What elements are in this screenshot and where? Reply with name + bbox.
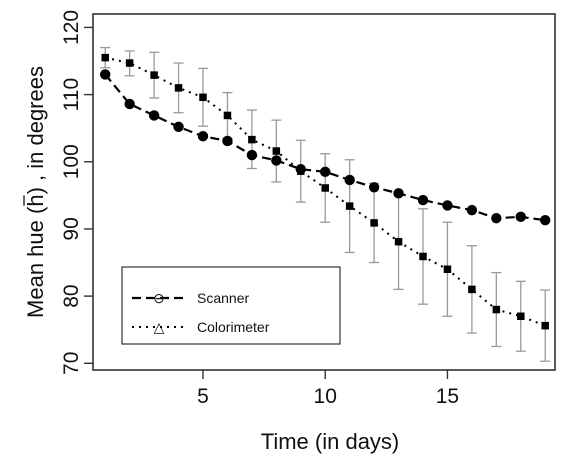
scanner-point <box>197 131 209 142</box>
colorimeter-point <box>272 147 281 155</box>
scanner-point <box>344 174 355 186</box>
colorimeter-point <box>223 111 232 120</box>
scanner-point <box>540 215 551 226</box>
legend: ⊖ Scanner △ Colorimeter <box>121 266 341 345</box>
colorimeter-point <box>297 167 305 175</box>
scanner-point <box>124 98 135 110</box>
y-axis-title-end: ) , in degrees <box>23 66 48 194</box>
legend-scanner-label: Scanner <box>197 290 249 306</box>
colorimeter-point <box>174 84 183 92</box>
scanner-point <box>515 211 526 223</box>
colorimeter-point <box>419 252 427 261</box>
x-axis-title: Time (in days) <box>261 429 400 454</box>
y-axis-title-start: Mean hue ( <box>23 206 48 318</box>
scanner-point <box>417 194 429 206</box>
colorimeter-point <box>248 135 256 144</box>
scanner-point <box>222 135 233 147</box>
scanner-point <box>491 212 502 224</box>
colorimeter-point <box>345 202 354 210</box>
y-tick-label: 100 <box>60 144 83 179</box>
colorimeter-point <box>468 285 476 294</box>
legend-colorimeter-label: Colorimeter <box>197 319 270 335</box>
legend-scanner-symbol: ⊖ <box>153 290 165 306</box>
x-tick-label: 15 <box>436 385 459 408</box>
scanner-point <box>246 149 258 161</box>
y-tick-label: 90 <box>60 217 83 240</box>
y-axis-title-symbol: h <box>23 194 48 206</box>
scanner-point <box>393 188 404 199</box>
colorimeter-point <box>443 265 452 273</box>
scanner-point <box>368 182 380 193</box>
y-axis-title: Mean hue (h) , in degrees <box>23 66 48 318</box>
scanner-point <box>100 69 111 80</box>
plot-frame <box>92 13 556 371</box>
scanner-point <box>271 155 282 166</box>
colorimeter-point <box>370 219 378 227</box>
colorimeter-point <box>125 59 134 67</box>
x-tick-label: 10 <box>314 385 337 408</box>
series-markers <box>100 53 551 330</box>
colorimeter-point <box>492 305 501 314</box>
y-tick-label: 80 <box>60 284 83 307</box>
scanner-point <box>173 121 184 133</box>
scanner-point <box>320 166 331 178</box>
legend-colorimeter-symbol: △ <box>154 319 165 335</box>
colorimeter-point <box>199 93 207 102</box>
y-tick-label: 70 <box>60 352 83 375</box>
y-tick-label: 110 <box>60 78 83 111</box>
colorimeter-point <box>541 321 549 330</box>
scanner-point <box>148 110 160 121</box>
colorimeter-point <box>150 71 158 79</box>
x-tick-label: 5 <box>197 385 209 408</box>
legend-box <box>121 266 341 345</box>
y-tick-label: 120 <box>60 10 83 45</box>
scanner-point <box>466 204 478 216</box>
y-axis: 70 80 90 100 110 120 <box>60 10 93 375</box>
colorimeter-point <box>394 237 403 246</box>
colorimeter-point <box>517 312 525 321</box>
colorimeter-point <box>321 184 329 192</box>
x-axis: 5 10 15 <box>197 370 459 408</box>
scanner-point <box>442 200 453 211</box>
colorimeter-point <box>101 53 109 62</box>
